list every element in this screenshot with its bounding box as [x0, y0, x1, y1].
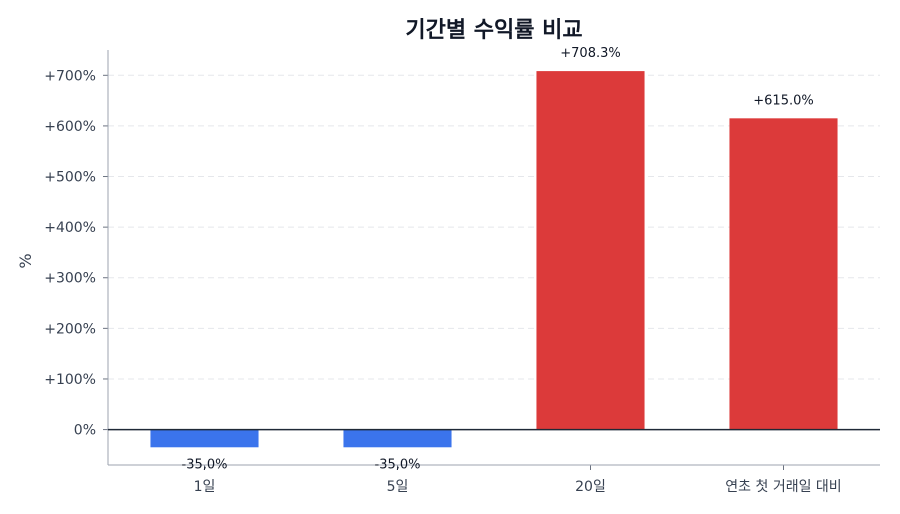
x-tick-label: 5일 — [387, 479, 409, 495]
data-label: +708.3% — [560, 46, 620, 61]
y-tick-label: +300% — [44, 271, 96, 287]
data-label: -35,0% — [375, 457, 421, 472]
y-tick-label: +200% — [44, 321, 96, 337]
y-tick-label: +600% — [44, 119, 96, 135]
y-tick-label: 0% — [74, 423, 96, 439]
y-tick-label: +500% — [44, 170, 96, 186]
x-tick-label: 1일 — [194, 479, 216, 495]
data-label: +615.0% — [753, 93, 813, 108]
bars — [150, 71, 838, 448]
bar — [729, 118, 838, 430]
bar — [150, 429, 259, 448]
bar — [343, 429, 452, 448]
y-tick-label: +100% — [44, 372, 96, 388]
chart-title: 기간별 수익률 비교 — [405, 18, 582, 43]
bar — [536, 71, 645, 430]
y-tick-label: +700% — [44, 68, 96, 84]
data-label: -35,0% — [182, 457, 228, 472]
axes — [103, 50, 880, 470]
y-tick-label: +400% — [44, 220, 96, 236]
y-axis-label: % — [16, 253, 35, 268]
x-tick-label: 20일 — [575, 479, 606, 495]
labels: 0% +100% +200% +300% +400% +500% +600% +700% -35… — [44, 46, 841, 495]
x-tick-label: 연초 첫 거래일 대비 — [725, 479, 841, 495]
